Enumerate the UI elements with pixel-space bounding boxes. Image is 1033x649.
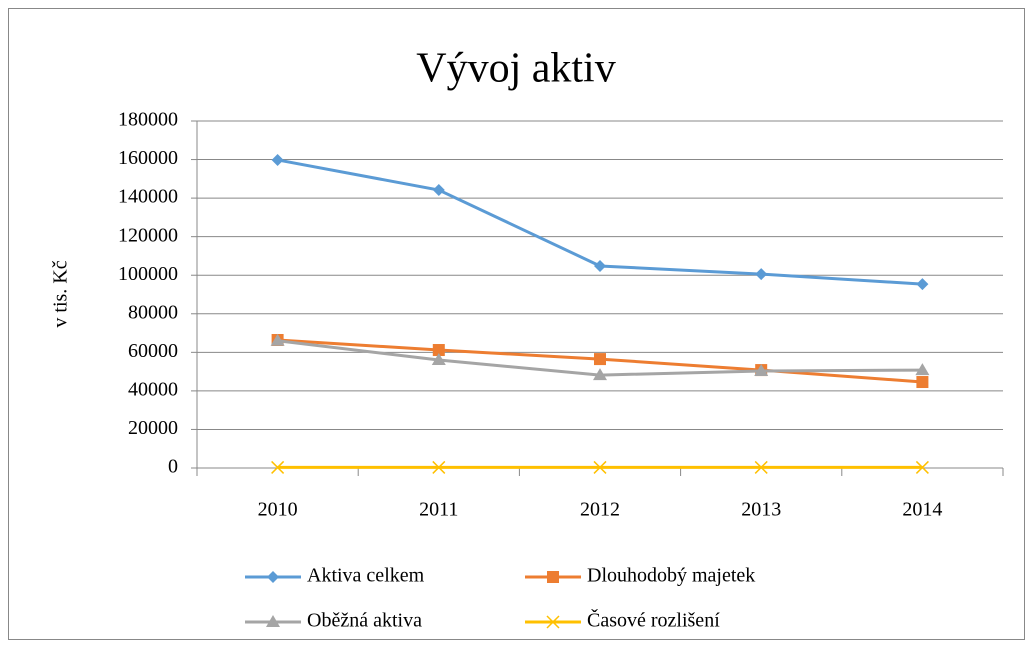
y-axis-label: v tis. Kč [50,260,72,327]
point [916,278,929,291]
legend-label: Aktiva celkem [307,565,425,587]
point [754,364,769,377]
x-tick-label: 2012 [580,499,620,521]
point [431,353,446,366]
point [755,268,768,281]
y-tick-label: 140000 [118,186,178,208]
point [271,460,285,474]
y-tick-label: 80000 [128,301,178,323]
x-tick-label: 2010 [258,499,298,521]
legend-marker [546,615,560,629]
y-tick-label: 160000 [118,147,178,169]
point [432,344,445,357]
legend-marker [267,571,279,583]
x-tick-label: 2014 [902,499,942,521]
y-tick-label: 0 [168,456,178,478]
point [270,333,285,346]
y-tick-label: 40000 [128,378,178,400]
x-tick-label: 2011 [419,499,458,521]
point [594,259,606,272]
y-tick-label: 60000 [128,340,178,362]
legend-label: Časové rozlišení [587,608,720,632]
y-tick-label: 180000 [118,109,178,131]
point [271,153,284,166]
point [915,363,930,376]
legend-marker [547,571,559,583]
point [594,353,606,366]
point [432,184,445,197]
point [593,460,607,474]
point [754,460,768,474]
legend-marker [266,615,280,627]
x-tick-label: 2013 [741,499,781,521]
point [916,376,929,389]
legend-label: Oběžná aktiva [307,610,422,632]
point [593,368,607,381]
point [432,460,446,474]
chart-border [8,8,1025,640]
point [915,460,929,474]
y-tick-label: 120000 [118,224,178,246]
y-tick-label: 20000 [128,417,178,439]
y-tick-label: 100000 [118,263,178,285]
legend-label: Dlouhodobý majetek [587,565,755,587]
chart-title: Vývoj aktiv [416,46,615,92]
